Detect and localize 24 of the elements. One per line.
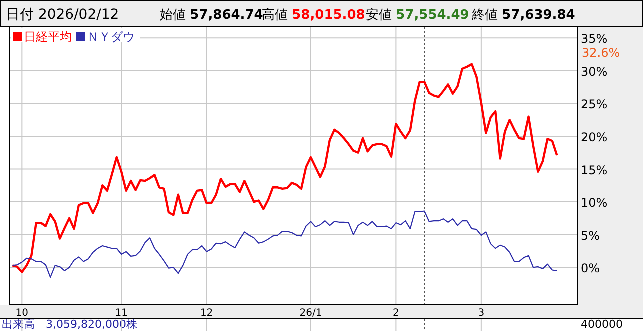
x-tick-label: 10 <box>16 308 29 319</box>
text: 出来高 3,059,820,000株 <box>2 318 138 331</box>
y-tick-label: 15% <box>581 163 608 178</box>
legend-label: ＮＹダウ <box>87 30 135 44</box>
y-tick-label: 35% <box>581 32 608 46</box>
y-tick-label: 5% <box>581 228 600 243</box>
x-tick-label: 12 <box>200 308 214 319</box>
text: 終値 57,639.84 <box>471 8 576 23</box>
text: 400000 <box>581 318 623 331</box>
y-tick-label: 0% <box>581 262 600 276</box>
y-tick-label: 25% <box>581 98 608 112</box>
x-tick-label: 3 <box>478 308 485 319</box>
y-tick-label: 20% <box>581 130 608 144</box>
text: 32.6% <box>582 46 620 60</box>
text: 日付 2026/02/12 <box>6 7 120 23</box>
text: 始値 57,864.74 <box>160 8 264 23</box>
x-tick-label: 26/1 <box>300 308 322 319</box>
text: 高値 58,015.08 <box>262 7 366 23</box>
y-tick-label: 30% <box>581 64 608 79</box>
text: 安値 57,554.49 <box>366 7 470 23</box>
x-tick-label: 2 <box>393 308 400 319</box>
y-tick-label: 10% <box>581 196 608 210</box>
x-tick-label: 11 <box>115 308 128 319</box>
legend-label: 日経平均 <box>24 30 72 44</box>
